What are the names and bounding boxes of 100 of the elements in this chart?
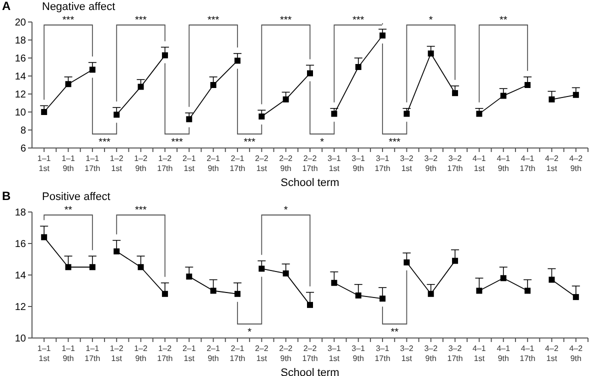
x-tick-label: 3–2 9th <box>424 344 438 363</box>
x-tick-label: 3–1 17th <box>374 154 390 173</box>
point <box>476 288 482 294</box>
x-tick-label: 1–2 9th <box>134 344 148 363</box>
point <box>210 288 216 294</box>
point <box>258 266 265 272</box>
point <box>186 116 192 122</box>
point <box>41 109 48 115</box>
point <box>404 259 410 266</box>
point <box>162 290 168 297</box>
point <box>114 248 120 254</box>
x-tick-label: 4–1 17th <box>520 154 536 173</box>
x-tick-label: 4–1 1st <box>472 344 486 363</box>
y-tick-label: 18 <box>14 208 26 218</box>
x-tick-label: 3–2 1st <box>400 154 414 173</box>
x-tick-label: 4–1 9th <box>496 344 511 363</box>
y-tick-label: 14 <box>14 72 26 82</box>
y-tick-label: 14 <box>14 270 26 282</box>
annotation: * <box>428 15 433 26</box>
y-tick-label: 10 <box>14 334 26 344</box>
x-tick-label: 4–1 9th <box>496 154 511 173</box>
x-tick-label: 2–1 1st <box>182 154 196 173</box>
x-tick-label: 1–2 9th <box>134 154 148 173</box>
point <box>500 92 506 99</box>
x-tick-label: 3–1 1st <box>327 154 342 173</box>
annotation: *** <box>280 15 292 26</box>
x-tick-label: 3–1 9th <box>352 154 366 173</box>
x-axis-title: School term <box>280 177 340 189</box>
annotation: *** <box>134 205 147 216</box>
text: B <box>2 189 11 203</box>
x-tick-label: 1–1 9th <box>62 344 76 363</box>
point <box>500 275 506 282</box>
annotation: * <box>320 137 324 148</box>
x-tick-label: 3–1 17th <box>374 344 390 363</box>
point <box>428 50 434 56</box>
point <box>258 114 265 120</box>
x-tick-label: 2–2 1st <box>254 154 269 173</box>
point <box>548 276 555 283</box>
point <box>452 90 458 96</box>
y-tick-label: 20 <box>14 18 26 28</box>
x-tick-label: 4–2 1st <box>545 344 559 363</box>
x-tick-label: 2–1 9th <box>206 344 221 363</box>
point <box>428 290 434 297</box>
y-tick-label: 16 <box>14 239 26 250</box>
y-tick-label: 12 <box>14 90 26 100</box>
annotation: *** <box>62 15 74 26</box>
x-tick-label: 3–2 17th <box>447 344 463 363</box>
point <box>307 70 313 76</box>
annotation: ** <box>64 205 72 216</box>
point <box>138 84 144 90</box>
chart-title: Positive affect <box>42 191 110 203</box>
x-tick-label: 4–2 1st <box>545 154 559 173</box>
x-tick-label: 1–1 17th <box>84 154 100 173</box>
point <box>572 92 579 98</box>
x-tick-label: 1–2 1st <box>110 344 124 363</box>
point <box>234 290 240 297</box>
x-tick-label: 1–1 1st <box>37 154 52 173</box>
point <box>282 96 289 102</box>
point <box>355 64 362 70</box>
point <box>65 81 72 88</box>
x-tick-label: 2–1 17th <box>230 154 246 173</box>
annotation: *** <box>207 15 220 26</box>
point <box>524 82 531 88</box>
point <box>548 96 555 102</box>
point <box>65 264 72 270</box>
point <box>138 264 144 270</box>
x-tick-label: 1–1 17th <box>84 344 100 363</box>
x-tick-label: 1–2 1st <box>110 154 124 173</box>
point <box>355 292 362 298</box>
y-tick-label: 18 <box>14 36 26 46</box>
x-tick-label: 1–2 17th <box>157 344 173 363</box>
point <box>162 52 168 58</box>
x-tick-label: 2–2 1st <box>254 344 269 363</box>
point <box>331 110 338 117</box>
point <box>380 296 386 302</box>
annotation: * <box>248 327 252 338</box>
annotation: *** <box>134 15 147 26</box>
x-tick-label: 4–2 9th <box>569 344 584 363</box>
point <box>476 110 482 117</box>
point <box>307 302 313 308</box>
annotation: *** <box>98 137 110 148</box>
y-tick-label: 8 <box>20 126 26 136</box>
point <box>89 264 96 270</box>
x-tick-label: 2–2 9th <box>279 154 294 173</box>
point <box>452 258 458 264</box>
x-tick-label: 4–1 1st <box>472 154 486 173</box>
chart-title: Negative affect <box>42 1 116 13</box>
point <box>89 66 96 73</box>
point <box>114 112 120 118</box>
x-tick-label: 4–2 9th <box>569 154 584 173</box>
annotation: *** <box>388 137 401 148</box>
x-tick-label: 3–2 17th <box>447 154 463 173</box>
point <box>234 58 240 64</box>
x-tick-label: 2–2 17th <box>302 344 318 363</box>
point <box>404 110 410 117</box>
annotation: *** <box>171 137 183 148</box>
annotation: *** <box>244 137 256 148</box>
x-tick-label: 2–1 9th <box>206 154 221 173</box>
x-tick-label: 1–1 1st <box>37 344 52 363</box>
x-tick-label: 3–2 1st <box>400 344 414 363</box>
